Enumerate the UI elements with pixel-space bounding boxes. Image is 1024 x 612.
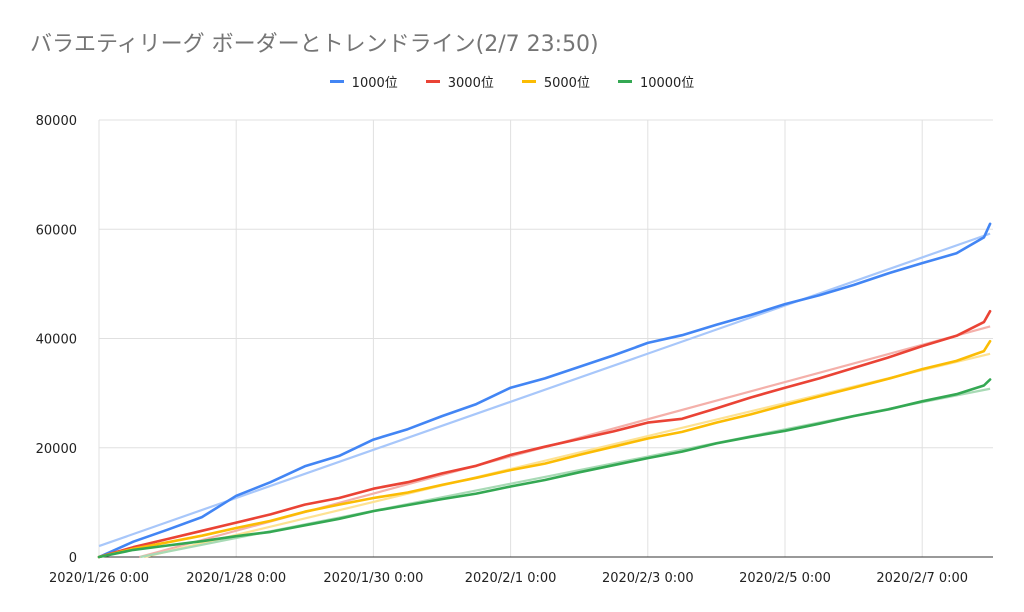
y-tick-label: 80000 [36, 114, 77, 129]
series-line-1000位 [97, 222, 992, 559]
series-line-5000位 [97, 339, 992, 559]
series-line-3000位 [97, 309, 992, 559]
chart-title: バラエティリーグ ボーダーとトレンドライン(2/7 23:50) [30, 32, 599, 57]
x-tick-label: 2020/2/3 0:00 [602, 571, 694, 586]
y-tick-label: 0 [69, 551, 77, 566]
y-tick-label: 40000 [36, 333, 77, 348]
legend-label-5000: 5000位 [543, 76, 590, 91]
legend-item-1000[interactable]: 1000位 [329, 72, 398, 91]
legend-label-10000: 10000位 [639, 76, 695, 91]
legend-item-5000[interactable]: 5000位 [521, 72, 590, 91]
legend-swatch-10000 [617, 80, 632, 83]
legend-swatch-1000 [329, 80, 344, 83]
legend: 1000位 3000位 5000位 10000位 [0, 72, 1024, 91]
x-tick-label: 2020/1/30 0:00 [323, 571, 423, 586]
legend-swatch-3000 [425, 80, 440, 83]
x-tick-label: 2020/1/28 0:00 [186, 571, 286, 586]
legend-item-3000[interactable]: 3000位 [425, 72, 494, 91]
series-line-10000位 [97, 378, 992, 559]
x-tick-label: 2020/2/5 0:00 [739, 571, 831, 586]
trendline-1000位 [98, 232, 991, 548]
legend-label-1000: 1000位 [351, 76, 398, 91]
y-tick-label: 60000 [36, 223, 77, 238]
legend-label-3000: 3000位 [447, 76, 494, 91]
y-tick-label: 20000 [36, 442, 77, 457]
x-tick-label: 2020/1/26 0:00 [49, 571, 149, 586]
x-tick-label: 2020/2/7 0:00 [876, 571, 968, 586]
legend-swatch-5000 [521, 80, 536, 83]
legend-item-10000[interactable]: 10000位 [617, 72, 695, 91]
x-tick-label: 2020/2/1 0:00 [465, 571, 557, 586]
